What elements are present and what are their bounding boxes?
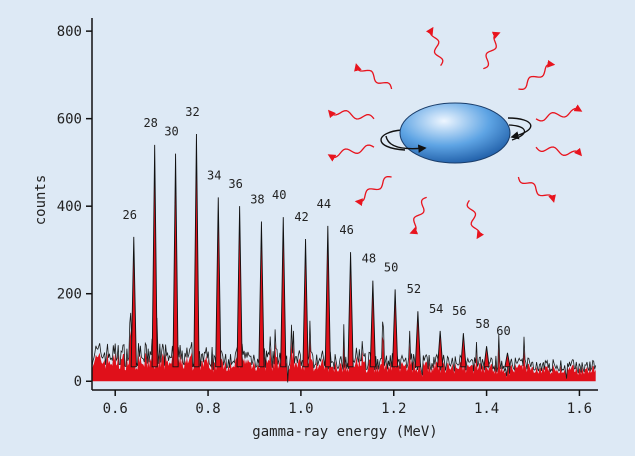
gamma-ray-arrow	[517, 176, 556, 203]
x-tick-label: 1.2	[381, 401, 406, 417]
gamma-ray-arrow	[483, 31, 501, 70]
x-axis-ticks: 0.6 0.8 1.0 1.2 1.4 1.6	[103, 390, 592, 417]
peak-spin-26	[130, 236, 137, 368]
peak-label-38: 38	[250, 193, 264, 207]
peak-label-50: 50	[384, 260, 398, 274]
x-axis-title: gamma-ray energy (MeV)	[252, 424, 437, 440]
rotation-arrow-front-left	[385, 135, 427, 153]
peak-spin-58	[483, 346, 490, 368]
gamma-ray-arrow	[535, 104, 583, 122]
peak-label-54: 54	[429, 302, 443, 316]
spectrum-fill-area	[92, 330, 596, 382]
x-tick-label: 0.6	[103, 401, 128, 417]
gamma-ray-arrow	[425, 26, 444, 66]
x-tick-label: 0.8	[195, 401, 220, 417]
peak-label-58: 58	[475, 317, 489, 331]
peak-label-52: 52	[407, 282, 421, 296]
peak-label-48: 48	[362, 252, 376, 266]
peak-label-30: 30	[164, 125, 178, 139]
deformed-nucleus	[399, 102, 511, 164]
x-tick-label: 1.4	[474, 401, 499, 417]
gamma-ray-arrow	[327, 144, 375, 162]
peak-label-36: 36	[228, 177, 242, 191]
peak-spin-52	[414, 311, 421, 368]
peak-spin-56	[460, 333, 467, 368]
peak-spin-50	[392, 289, 399, 368]
gamma-ray-arrow	[354, 176, 392, 207]
peak-label-40: 40	[272, 188, 286, 202]
peak-spin-46	[347, 252, 354, 368]
peak-spin-60	[504, 352, 511, 368]
peak-label-60: 60	[496, 324, 510, 338]
peak-label-46: 46	[339, 223, 353, 237]
gamma-ray-arrow	[535, 146, 583, 157]
gamma-ray-arrow	[327, 109, 375, 120]
gamma-ray-arrows	[327, 26, 583, 240]
peak-spin-38	[258, 221, 265, 368]
spectrum	[91, 133, 597, 383]
y-axis-ticks: 0 200 400 600 800	[57, 24, 92, 390]
gamma-ray-arrow	[466, 200, 485, 240]
rotating-nucleus-illustration	[327, 26, 583, 240]
peak-spin-28	[151, 144, 158, 368]
peak-spin-32	[193, 133, 200, 368]
y-tick-label: 400	[57, 199, 82, 215]
x-tick-label: 1.0	[288, 401, 313, 417]
y-tick-label: 0	[74, 374, 82, 390]
y-tick-label: 200	[57, 287, 82, 303]
peaks-layer	[130, 133, 511, 368]
peak-spin-34	[215, 197, 222, 368]
x-tick-label: 1.6	[567, 401, 592, 417]
peak-label-44: 44	[317, 197, 331, 211]
y-tick-label: 600	[57, 112, 82, 128]
peak-spin-42	[302, 239, 309, 368]
gamma-ray-arrow	[518, 59, 556, 90]
peak-labels: 26 28 30 32 34 36 38 40 42 44 46 48 50 52 54 56 58 60	[123, 105, 511, 338]
gamma-ray-arrow	[354, 63, 393, 90]
peak-label-32: 32	[185, 105, 199, 119]
peak-spin-36	[236, 206, 243, 368]
peak-spin-48	[369, 280, 376, 368]
peak-label-28: 28	[143, 116, 157, 130]
peak-label-34: 34	[207, 168, 221, 182]
rotation-arrow-right-inner	[508, 124, 525, 141]
peak-label-42: 42	[294, 210, 308, 224]
peak-spin-30	[172, 153, 179, 368]
rotation-arrow-right	[507, 117, 532, 140]
gamma-ray-arrow	[409, 196, 427, 235]
y-tick-label: 800	[57, 24, 82, 40]
peak-label-26: 26	[123, 208, 137, 222]
peak-spin-54	[437, 330, 444, 368]
peak-label-56: 56	[452, 304, 466, 318]
rotation-arrow-back	[380, 129, 406, 151]
peak-spin-40	[280, 217, 287, 368]
y-axis-title: counts	[33, 175, 49, 226]
peak-spin-44	[324, 225, 331, 368]
